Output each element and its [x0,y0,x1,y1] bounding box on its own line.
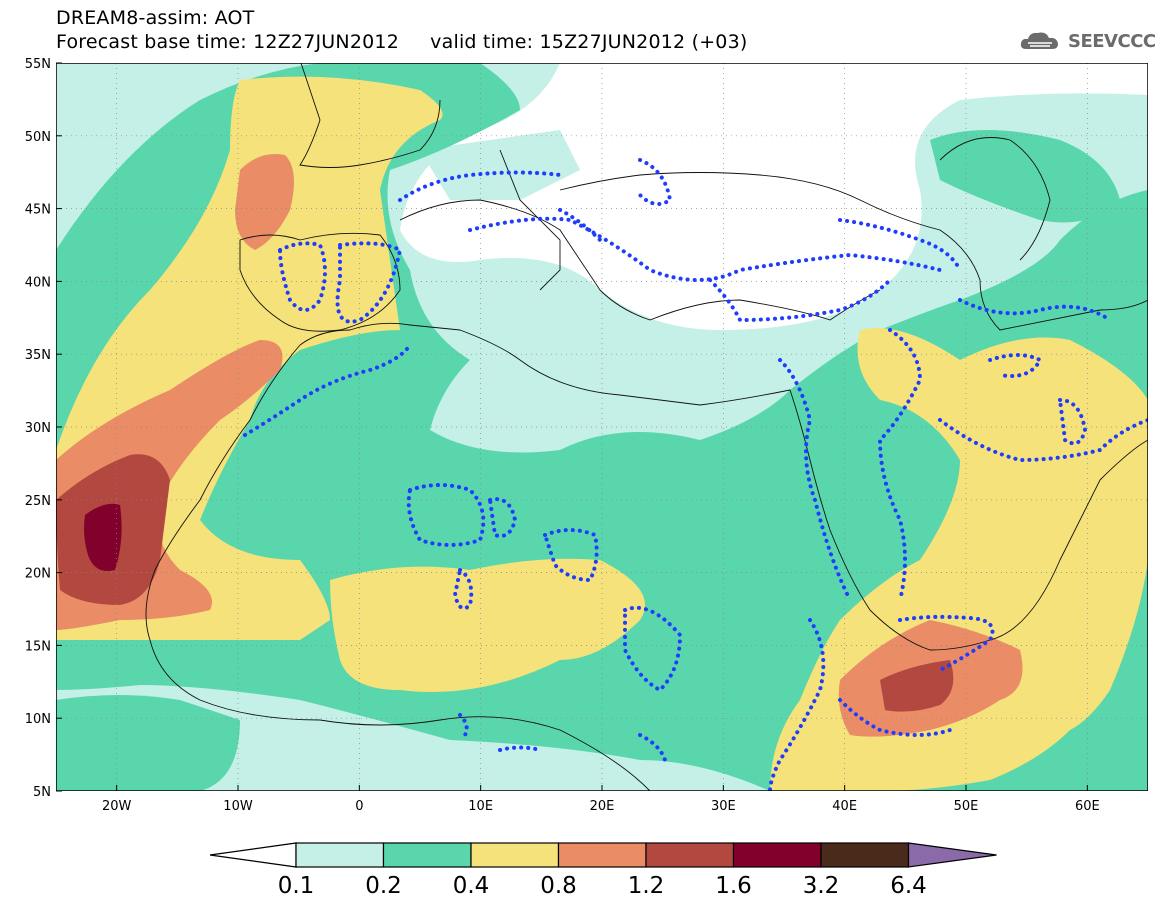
lon-label: 20E [590,799,615,814]
lon-label: 30E [711,799,736,814]
lon-label: 60E [1075,799,1100,814]
colorbar-label: 3.2 [803,873,840,899]
colorbar-label: 6.4 [890,873,927,899]
lat-lon-gridlines [56,63,1148,791]
colorbar-segment [557,842,647,868]
colorbar-label: 0.8 [540,873,577,899]
lat-label: 10N [25,712,51,727]
colorbar-segment [820,842,910,868]
latitude-labels: 55N 50N 45N 40N 35N 30N 25N 20N 15N 10N 5N [25,57,62,800]
lat-label: 15N [25,639,51,654]
longitude-labels: 20W 10W 0 10E 20E 30E 40E 50E 60E [102,785,1100,814]
colorbar-label: 0.1 [278,873,315,899]
colorbar-segment [732,842,822,868]
lat-label: 55N [25,57,51,72]
colorbar-min-extension [209,842,297,868]
colorbar-label: 1.6 [715,873,752,899]
lon-label: 0 [355,799,363,814]
colorbar-max-extension [907,842,997,868]
lon-label: 50E [954,799,979,814]
lon-label: 40E [832,799,857,814]
colorbar-label: 0.4 [453,873,490,899]
colorbar-segment [470,842,560,868]
lat-label: 35N [25,348,51,363]
colorbar-segment [382,842,472,868]
colorbar-label: 0.2 [365,873,402,899]
lon-label: 20W [102,799,132,814]
aot-contour-1.6 [84,503,122,571]
lat-label: 25N [25,494,51,509]
lat-label: 45N [25,203,51,218]
lon-label: 10W [223,799,253,814]
aot-field [56,63,1148,791]
colorbar-segment [645,842,735,868]
colorbar: 0.1 0.2 0.4 0.8 1.2 1.6 3.2 6.4 [209,842,997,899]
map-subtitle-times: Forecast base time: 12Z27JUN2012 valid t… [56,31,748,53]
lat-label: 30N [25,421,51,436]
lat-label: 5N [33,785,51,800]
coastlines [145,63,1148,791]
lat-label: 40N [25,275,51,290]
lat-label: 50N [25,130,51,145]
cloud-logo-icon [1020,32,1058,49]
colorbar-label: 1.2 [628,873,665,899]
colorbar-segment [295,842,385,868]
lat-label: 20N [25,567,51,582]
map-title: DREAM8-assim: AOT [56,7,255,29]
blue-dotted-contours [243,158,1148,791]
lon-label: 10E [468,799,493,814]
logo-text: SEEVCCC [1068,31,1156,52]
